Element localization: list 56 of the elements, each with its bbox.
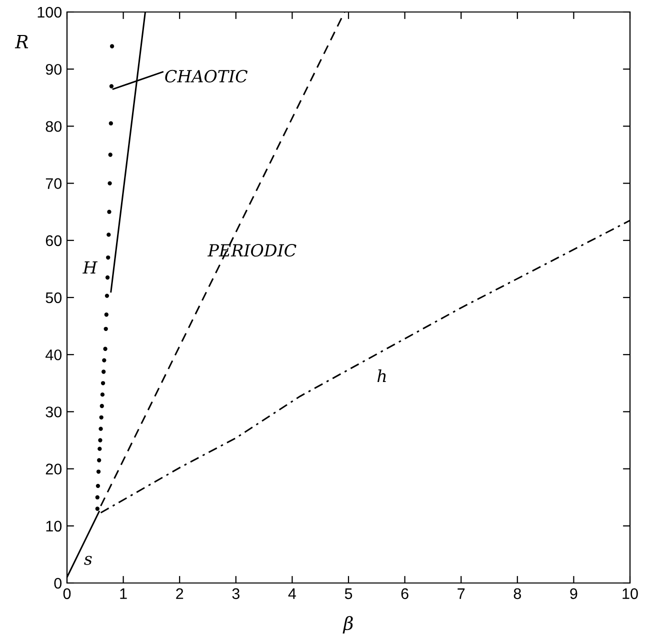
y-tick-label: 10 [46, 520, 62, 532]
point [102, 358, 106, 362]
x-tick-label: 10 [622, 588, 638, 600]
annotation: s [84, 556, 92, 565]
point [108, 152, 112, 157]
point [108, 181, 112, 186]
point [100, 381, 106, 386]
x-axis-title: β [342, 616, 353, 634]
annotation: H [82, 261, 98, 274]
y-tick-label: 50 [46, 292, 62, 304]
x-tick-label: 3 [232, 588, 240, 600]
point [104, 312, 108, 317]
y-tick-label: 90 [46, 64, 62, 75]
point [105, 275, 110, 280]
x-tick-label: 5 [344, 588, 352, 600]
point [98, 426, 103, 431]
y-tick-label: 60 [46, 235, 62, 246]
point [103, 346, 108, 351]
x-tick-label: 9 [570, 588, 578, 600]
point [110, 44, 114, 48]
y-tick-label: 30 [46, 406, 62, 418]
x-tick-label: 1 [120, 588, 127, 599]
x-tick-label: 7 [458, 588, 465, 599]
point [95, 506, 100, 511]
point [95, 495, 100, 500]
y-tick-label: 70 [46, 178, 62, 189]
point [98, 446, 102, 451]
point [98, 438, 102, 442]
point [102, 370, 106, 374]
point [104, 294, 110, 298]
y-tick-label: 0 [54, 578, 62, 589]
point [104, 326, 108, 331]
point [100, 404, 104, 408]
y-tick-label: 40 [46, 349, 62, 360]
x-tick-label: 6 [401, 588, 408, 600]
y-tick-label: 80 [46, 121, 62, 132]
point [96, 470, 101, 474]
x-tick-label: 8 [514, 588, 521, 600]
x-tick-label: 0 [63, 588, 71, 600]
y-tick-label: 100 [38, 6, 62, 18]
point [109, 84, 114, 88]
point [106, 255, 110, 260]
annotation: CHAOTIC [165, 70, 248, 82]
point [96, 484, 100, 488]
annotation: h [377, 369, 386, 382]
point [106, 232, 111, 237]
point [97, 458, 102, 462]
y-axis-title: R [14, 35, 28, 48]
y-tick-label: 20 [46, 464, 62, 474]
point [100, 392, 105, 397]
x-tick-label: 2 [176, 588, 184, 599]
x-tick-label: 4 [288, 588, 296, 599]
point [107, 210, 112, 214]
point [99, 415, 104, 420]
annotation: PERIODIC [207, 244, 296, 257]
point [108, 121, 113, 126]
